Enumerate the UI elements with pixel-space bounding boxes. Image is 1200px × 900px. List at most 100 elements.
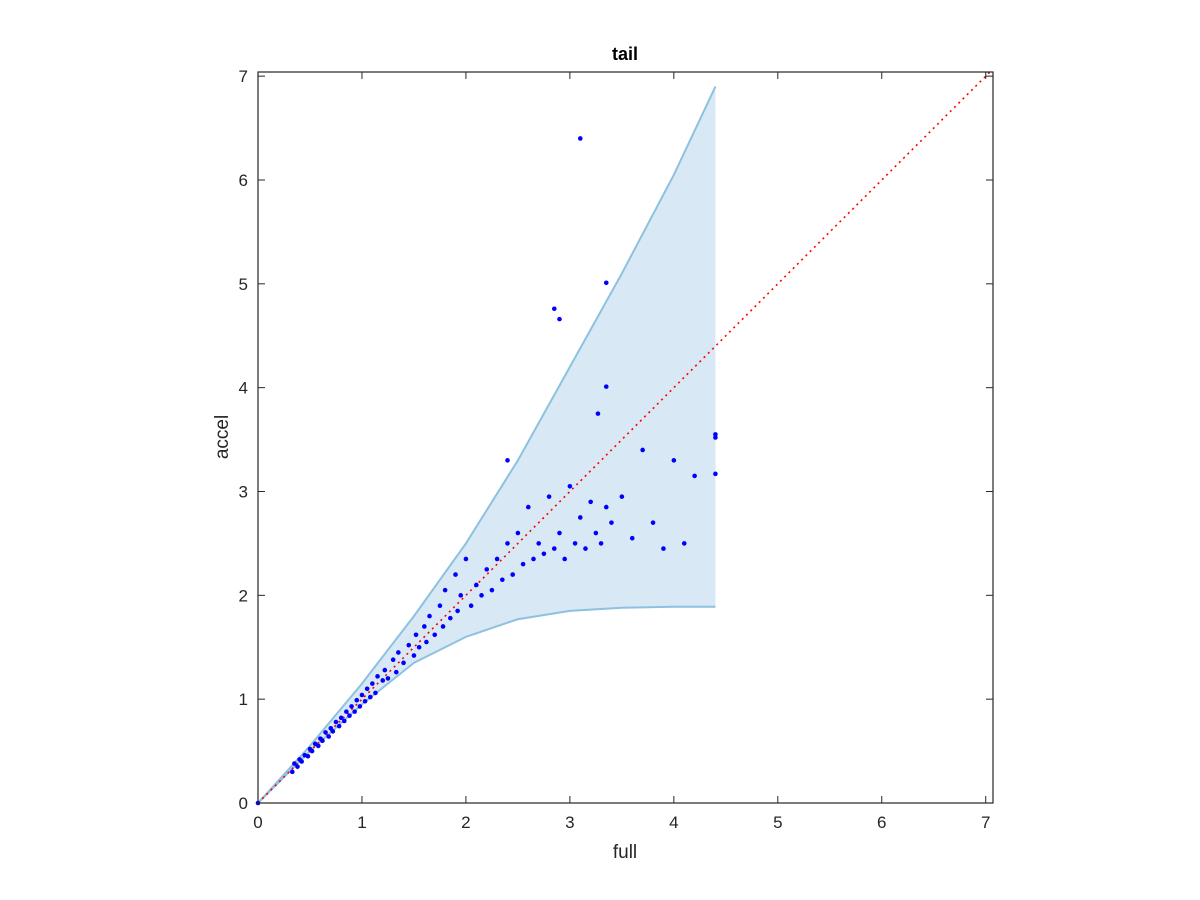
data-point [320,738,325,743]
y-tick-label: 7 [239,67,248,86]
data-point [603,504,609,510]
data-point [468,603,474,609]
data-point [551,306,557,312]
data-point [489,587,495,593]
data-point [357,704,363,709]
x-axis-label: full [613,842,637,863]
band-lower-line [257,605,716,804]
data-point [359,692,365,698]
chart-title: tail [612,44,638,64]
data-point [500,577,505,583]
x-tick-label: 7 [981,813,990,832]
data-point [380,678,386,683]
data-point [393,669,399,675]
data-point [347,713,352,719]
data-point [401,660,406,666]
data-point [479,593,484,598]
data-point [442,587,448,593]
y-tick-label: 4 [239,379,248,398]
data-point [411,653,417,658]
band-upper-line [257,86,717,804]
data-point [424,639,429,645]
band-fill [258,86,716,804]
data-point [603,384,609,389]
data-point [588,499,593,505]
data-point [338,715,344,721]
data-point [448,615,453,621]
data-point [349,704,354,709]
data-point [572,541,578,546]
data-point [595,411,601,416]
data-point [681,541,687,546]
data-point [510,572,516,577]
data-point [427,613,432,619]
y-tick-label: 0 [239,794,248,813]
data-point [299,759,304,764]
data-point [546,494,552,499]
data-point [619,494,625,499]
data-point [367,694,373,700]
data-point [390,657,396,663]
data-point [629,535,635,541]
data-point [344,709,349,714]
reference-line [257,71,991,804]
data-point [713,471,718,477]
data-point [640,447,645,453]
x-tick-label: 4 [669,813,678,832]
y-tick-label: 5 [239,275,248,294]
data-point [455,608,460,614]
data-point [520,561,526,567]
data-point [432,632,438,638]
data-point [650,520,656,525]
data-point [567,484,573,489]
data-point [593,530,599,536]
data-point [375,674,380,679]
data-point [557,316,562,322]
data-point [413,632,419,638]
data-point [551,546,557,551]
data-point [609,520,614,525]
y-tick-label: 6 [239,171,248,190]
data-point [484,567,490,572]
data-point [557,530,562,536]
data-point [422,624,427,629]
data-point [494,556,500,562]
data-point [531,556,536,562]
data-point [440,624,446,629]
data-point [309,748,315,754]
data-point [603,280,609,286]
data-point [323,730,328,735]
data-point [713,435,718,440]
x-tick-label: 3 [565,813,574,832]
x-tick-label: 5 [773,813,782,832]
x-tick-label: 1 [357,813,366,832]
data-point [515,530,521,536]
data-point [382,667,388,673]
data-point [362,698,368,704]
data-point [661,546,666,551]
data-point [598,541,604,546]
data-point [370,681,375,686]
x-tick-label: 2 [461,813,470,832]
data-point [373,690,378,696]
data-point [305,753,311,759]
data-point [333,719,339,725]
data-point [458,593,464,598]
y-tick-label: 2 [239,586,248,605]
data-point [577,136,583,141]
y-tick-label: 3 [239,482,248,501]
data-point [536,541,541,546]
data-point [315,743,321,749]
data-point [295,764,300,769]
data-point [577,515,583,520]
data-point [364,686,370,692]
x-tick-label: 0 [253,813,262,832]
data-point [292,761,297,766]
data-point [354,697,360,703]
data-point [352,709,357,714]
data-point [406,642,412,648]
data-point [583,546,588,551]
data-point [385,676,391,681]
